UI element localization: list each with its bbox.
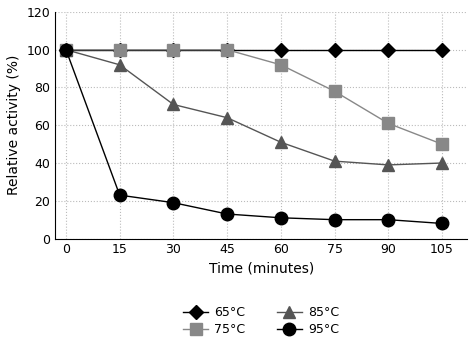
65°C xyxy=(63,48,69,52)
Line: 75°C: 75°C xyxy=(60,44,447,150)
85°C xyxy=(439,161,445,165)
75°C xyxy=(117,48,123,52)
Line: 85°C: 85°C xyxy=(60,44,447,170)
65°C xyxy=(171,48,176,52)
75°C xyxy=(439,142,445,146)
65°C xyxy=(278,48,283,52)
85°C xyxy=(117,63,123,67)
65°C xyxy=(117,48,123,52)
85°C xyxy=(278,140,283,144)
95°C xyxy=(117,193,123,197)
85°C xyxy=(385,163,391,167)
Line: 65°C: 65°C xyxy=(61,45,447,55)
95°C xyxy=(171,200,176,205)
65°C xyxy=(332,48,337,52)
95°C xyxy=(224,212,230,216)
Line: 95°C: 95°C xyxy=(60,43,448,230)
85°C xyxy=(171,102,176,106)
75°C xyxy=(278,63,283,67)
65°C xyxy=(224,48,230,52)
95°C xyxy=(439,221,445,226)
75°C xyxy=(63,48,69,52)
95°C xyxy=(63,48,69,52)
65°C xyxy=(385,48,391,52)
Legend: 65°C, 75°C, 85°C, 95°C: 65°C, 75°C, 85°C, 95°C xyxy=(178,301,344,341)
95°C xyxy=(385,218,391,222)
65°C xyxy=(439,48,445,52)
75°C xyxy=(171,48,176,52)
95°C xyxy=(332,218,337,222)
85°C xyxy=(224,116,230,120)
75°C xyxy=(385,121,391,126)
95°C xyxy=(278,216,283,220)
Y-axis label: Relative activity (%): Relative activity (%) xyxy=(7,55,21,195)
85°C xyxy=(63,48,69,52)
X-axis label: Time (minutes): Time (minutes) xyxy=(209,262,314,276)
75°C xyxy=(224,48,230,52)
85°C xyxy=(332,159,337,163)
75°C xyxy=(332,89,337,93)
